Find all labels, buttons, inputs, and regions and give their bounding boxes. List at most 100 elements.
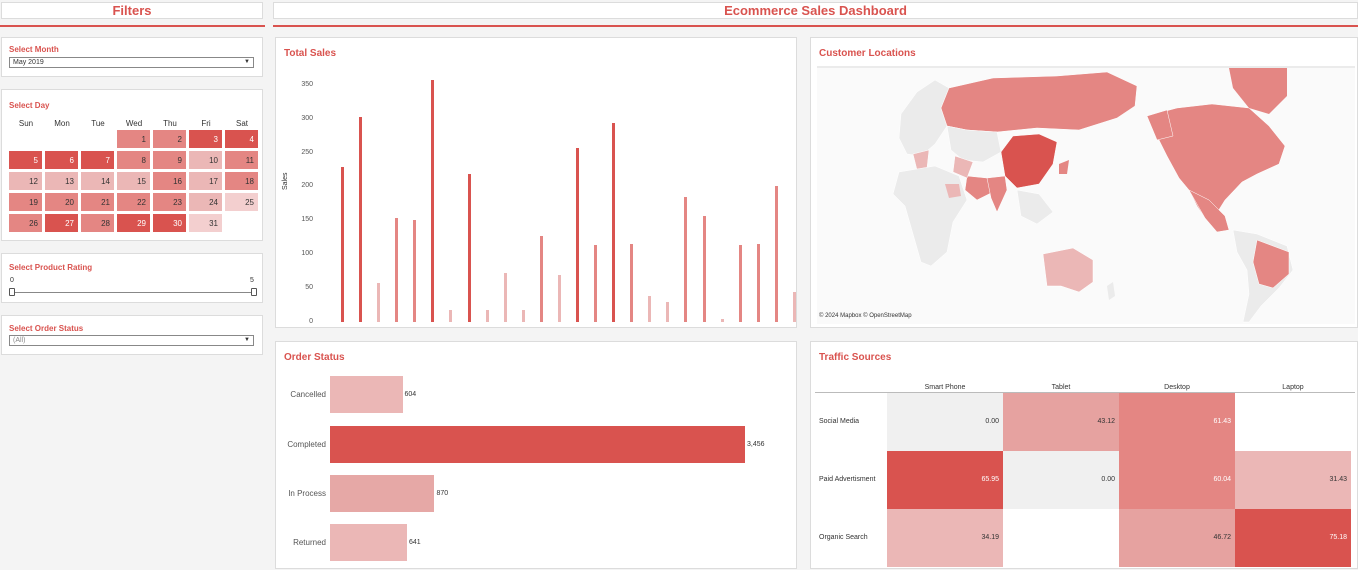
weekday-label: Tue [91,119,105,128]
heatmap-cell[interactable]: 34.19 [887,509,1003,567]
traffic-sources-panel: Traffic Sources Smart Phone Tablet Desktop… [810,341,1358,569]
rating-slider-track[interactable] [13,292,254,293]
dashboard-underline [273,25,1358,27]
day-cell[interactable]: 7 [80,150,115,170]
day-cell[interactable]: 25 [224,192,259,212]
day-cell[interactable]: 11 [224,150,259,170]
order-status-bar[interactable] [330,426,745,463]
sales-bar[interactable] [522,310,525,322]
day-cell[interactable]: 3 [188,129,223,149]
heatmap-cell[interactable]: 46.72 [1119,509,1235,567]
day-cell[interactable]: 2 [152,129,187,149]
heatmap-cell[interactable]: 61.43 [1119,393,1235,451]
heatmap-cell[interactable]: 0.00 [887,393,1003,451]
rating-slider-min-handle[interactable] [9,288,15,296]
sales-bar[interactable] [377,283,380,322]
day-cell[interactable]: 27 [44,213,79,233]
sales-bar[interactable] [666,301,669,322]
sales-bar[interactable] [449,310,452,322]
day-cell[interactable]: 13 [44,171,79,191]
day-cell[interactable]: 22 [116,192,151,212]
order-status-label: Completed [287,440,326,449]
world-map[interactable] [817,66,1355,324]
sales-bar[interactable] [486,309,489,322]
heatmap-cell[interactable]: 75.18 [1235,509,1351,567]
sales-bar[interactable] [395,218,398,322]
day-cell[interactable]: 4 [224,129,259,149]
sales-bar[interactable] [721,318,724,322]
sales-bar[interactable] [359,116,362,322]
sales-bar[interactable] [504,272,507,322]
traffic-sources-title: Traffic Sources [819,352,892,363]
chevron-down-icon: ▼ [244,59,250,65]
day-cell[interactable]: 15 [116,171,151,191]
day-cell[interactable]: 28 [80,213,115,233]
sales-bar[interactable] [594,245,597,322]
sales-bar[interactable] [757,244,760,322]
day-cell[interactable]: 30 [152,213,187,233]
day-cell[interactable]: 26 [8,213,43,233]
sales-bar[interactable] [793,292,796,322]
y-tick-label: 0 [309,318,313,325]
order-status-label: In Process [288,489,326,498]
day-cell[interactable]: 18 [224,171,259,191]
heatmap-cell[interactable]: 0.00 [1003,451,1119,509]
day-cell[interactable]: 6 [44,150,79,170]
y-tick-label: 100 [301,250,313,258]
status-dropdown[interactable]: (All) ▼ [9,335,254,346]
weekday-label: Sun [18,119,34,128]
day-cell[interactable]: 21 [80,192,115,212]
sales-bar[interactable] [612,123,615,322]
sales-bar[interactable] [431,80,434,322]
day-cell[interactable]: 20 [44,192,79,212]
sales-bar[interactable] [684,196,687,322]
day-cell[interactable]: 8 [116,150,151,170]
sales-bar[interactable] [540,235,543,322]
sales-bar[interactable] [341,167,344,322]
day-cell[interactable]: 17 [188,171,223,191]
rating-slider-max-handle[interactable] [251,288,257,296]
heatmap-row-label: Social Media [819,418,860,425]
weekday-label: Thu [163,119,177,128]
heatmap-cell[interactable] [1003,509,1119,567]
month-dropdown[interactable]: May 2019 ▼ [9,57,254,68]
month-dropdown-value: May 2019 [13,59,44,66]
sales-bar[interactable] [648,296,651,322]
order-status-bar[interactable] [330,524,407,561]
sales-bar[interactable] [775,186,778,322]
day-cell[interactable]: 23 [152,192,187,212]
sales-bar[interactable] [630,244,633,322]
heatmap-cell[interactable]: 60.04 [1119,451,1235,509]
heatmap-cell[interactable] [1235,393,1351,451]
heatmap-cell[interactable]: 43.12 [1003,393,1119,451]
heatmap-cell[interactable]: 31.43 [1235,451,1351,509]
heatmap-row-label: Paid Advertisment [819,476,876,483]
day-cell[interactable]: 16 [152,171,187,191]
sales-bar[interactable] [703,215,706,322]
sales-bar[interactable] [739,245,742,322]
sales-bar[interactable] [468,174,471,322]
order-status-bar[interactable] [330,475,435,512]
day-cell[interactable]: 1 [116,129,151,149]
heatmap-cell[interactable]: 65.95 [887,451,1003,509]
day-cell[interactable]: 29 [116,213,151,233]
sales-bar[interactable] [558,274,561,322]
sales-bar[interactable] [576,147,579,322]
day-cell[interactable]: 10 [188,150,223,170]
day-cell[interactable]: 12 [8,171,43,191]
customer-locations-title: Customer Locations [819,48,916,59]
day-cell[interactable]: 19 [8,192,43,212]
day-filter-label: Select Day [9,101,50,110]
order-status-bar[interactable] [330,376,403,413]
day-cell[interactable]: 24 [188,192,223,212]
day-cell[interactable]: 9 [152,150,187,170]
order-status-label: Cancelled [290,390,326,399]
sales-bar[interactable] [413,220,416,322]
rating-max-label: 5 [250,277,254,284]
day-cell[interactable]: 31 [188,213,223,233]
y-tick-label: 50 [305,284,313,292]
day-cell[interactable]: 14 [80,171,115,191]
heatmap-row-label: Organic Search [819,534,868,541]
y-tick-label: 200 [301,182,313,190]
day-cell[interactable]: 5 [8,150,43,170]
